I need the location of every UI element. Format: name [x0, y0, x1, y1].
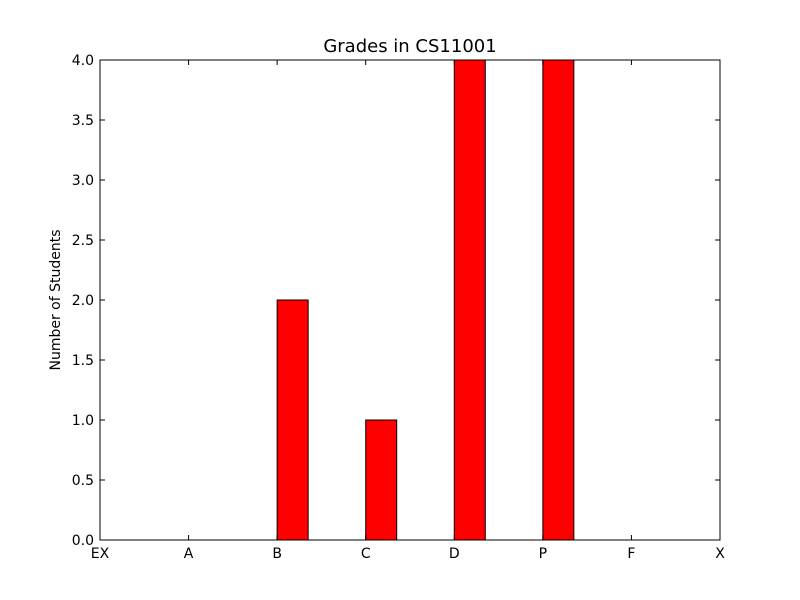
x-tick-label-x: X [715, 546, 725, 562]
y-tick-label: 3.0 [72, 173, 94, 189]
bar-c [365, 419, 398, 541]
x-tick-label-p: P [539, 546, 547, 562]
bar-p [542, 59, 575, 541]
bar-b [276, 299, 309, 541]
y-tick-labels: 0.0 0.5 1.0 1.5 2.0 2.5 3.0 3.5 4.0 [72, 53, 94, 549]
plot-area [100, 60, 720, 540]
x-tick-label-a: A [184, 546, 194, 562]
y-tick-label: 0.0 [72, 533, 94, 549]
plot-frame [99, 59, 721, 541]
y-tick-label: 0.5 [72, 473, 94, 489]
chart-title: Grades in CS11001 [323, 36, 496, 57]
y-axis-label: Number of Students [48, 229, 64, 370]
bars-group [276, 59, 575, 541]
y-tick-label: 4.0 [72, 53, 94, 69]
y-tick-label: 2.0 [72, 293, 94, 309]
y-tick-label: 1.5 [72, 353, 94, 369]
x-tick-label-d: D [449, 546, 460, 562]
x-tick-label-f: F [627, 546, 635, 562]
x-tick-label-b: B [272, 546, 282, 562]
bar-d [453, 59, 486, 541]
x-tick-label-c: C [361, 546, 371, 562]
y-tick-label: 3.5 [72, 113, 94, 129]
y-tick-label: 1.0 [72, 413, 94, 429]
y-tick-label: 2.5 [72, 233, 94, 249]
x-tick-labels: EX A B C D P F X [91, 546, 725, 562]
x-tick-label-ex: EX [91, 546, 110, 562]
